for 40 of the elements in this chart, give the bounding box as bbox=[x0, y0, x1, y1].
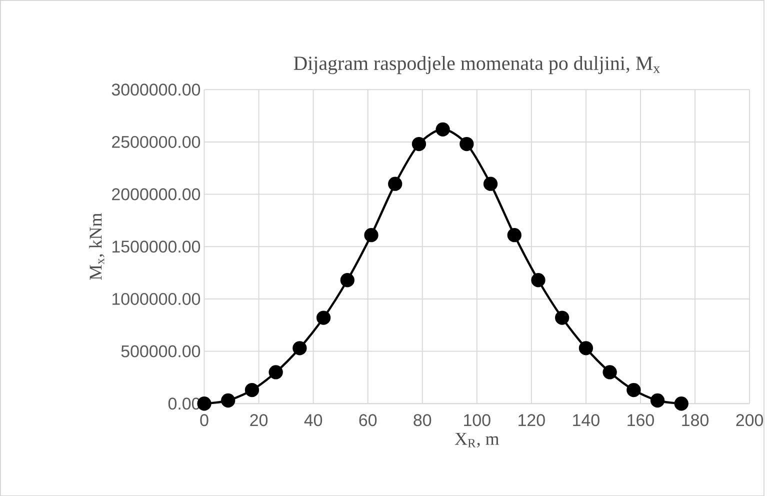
x-tick-label: 40 bbox=[304, 414, 322, 426]
point bbox=[674, 396, 688, 411]
x-tick-label: 0 bbox=[200, 414, 208, 426]
point bbox=[268, 365, 283, 380]
x-tick-label: 160 bbox=[628, 414, 654, 426]
y-tick-label: 1000000.00 bbox=[112, 292, 200, 305]
y-tick-label: 2500000.00 bbox=[112, 136, 200, 148]
y-tick-label: 1500000.00 bbox=[112, 240, 200, 253]
y-tick-label: 3000000.00 bbox=[112, 84, 200, 96]
point bbox=[555, 310, 570, 325]
y-tick-label: 500000.00 bbox=[121, 345, 200, 358]
x-axis-title: X$_{R}$, m bbox=[454, 432, 499, 448]
x-tick-label: 80 bbox=[414, 414, 432, 426]
point bbox=[483, 176, 498, 191]
point bbox=[531, 272, 546, 288]
x-tick-label: 200 bbox=[736, 414, 764, 426]
point bbox=[316, 310, 331, 325]
y-tick-label: 2000000.00 bbox=[112, 188, 200, 200]
point bbox=[244, 382, 260, 397]
point bbox=[578, 340, 594, 356]
point bbox=[460, 136, 474, 152]
point bbox=[436, 122, 450, 136]
point bbox=[364, 228, 378, 242]
x-tick-label: 120 bbox=[518, 414, 545, 426]
x-tick-label: 100 bbox=[464, 414, 490, 426]
y-axis-title: M$_{x}$, kNm bbox=[89, 212, 104, 280]
chart-title: Dijagram raspodjele momenata po duljini, M$_{x}$ bbox=[294, 56, 660, 74]
x-tick-label: 60 bbox=[359, 414, 377, 426]
point bbox=[626, 382, 641, 397]
point bbox=[340, 272, 354, 288]
point bbox=[292, 340, 307, 356]
x-tick-label: 20 bbox=[250, 414, 268, 426]
x-tick-label: 180 bbox=[682, 414, 708, 426]
point bbox=[221, 393, 236, 408]
point bbox=[602, 365, 617, 380]
point bbox=[507, 228, 522, 242]
point bbox=[388, 176, 402, 191]
point bbox=[412, 136, 426, 152]
point bbox=[650, 393, 665, 408]
x-tick-label: 140 bbox=[573, 414, 600, 426]
